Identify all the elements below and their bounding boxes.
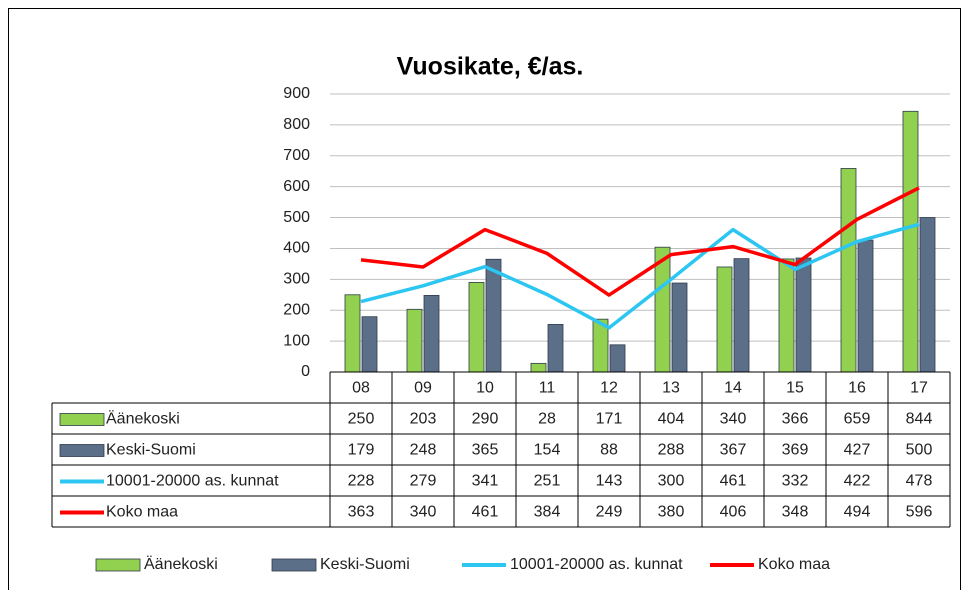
y-tick-label: 100	[283, 332, 310, 349]
table-cell: 367	[720, 442, 747, 459]
legend-key	[59, 444, 105, 457]
table-cell: 228	[348, 473, 375, 490]
bar	[733, 258, 750, 373]
bar	[530, 362, 547, 373]
table-cell: 427	[844, 442, 871, 459]
legend-label: Äänekoski	[144, 555, 218, 573]
table-cell: 404	[658, 411, 685, 428]
x-tick-label: 09	[414, 380, 432, 397]
bar	[654, 246, 671, 373]
y-tick-label: 300	[283, 271, 310, 288]
x-tick-label: 13	[662, 380, 680, 397]
table-cell: 143	[596, 473, 623, 490]
table-cell: 171	[596, 411, 623, 428]
legend-label: 10001-20000 as. kunnat	[510, 556, 683, 573]
x-tick-label: 11	[539, 380, 556, 397]
bar	[423, 294, 440, 373]
table-cell: 179	[348, 442, 375, 459]
table-cell: 366	[782, 411, 809, 428]
table-row-label: 10001-20000 as. kunnat	[106, 473, 279, 490]
bar	[778, 258, 795, 373]
table-cell: 500	[906, 442, 933, 459]
x-tick-label: 14	[724, 380, 742, 397]
table-cell: 332	[782, 473, 809, 490]
line-series	[360, 222, 920, 330]
bar	[795, 257, 812, 373]
table-cell: 422	[844, 473, 871, 490]
bar	[547, 324, 564, 373]
bar	[609, 344, 626, 373]
y-tick-label: 900	[283, 85, 310, 102]
bar	[857, 239, 874, 373]
table-cell: 659	[844, 411, 871, 428]
table-cell: 290	[472, 411, 499, 428]
bar	[840, 168, 857, 373]
table-cell: 844	[906, 411, 933, 428]
table-cell: 249	[596, 504, 623, 521]
y-tick-label: 800	[283, 116, 310, 133]
y-tick-label: 700	[283, 147, 310, 164]
table-row-label: Äänekoski	[106, 410, 180, 428]
table-cell: 380	[658, 504, 685, 521]
x-tick-label: 17	[910, 380, 928, 397]
bar	[716, 266, 733, 373]
x-tick-label: 10	[476, 380, 494, 397]
bar	[361, 316, 378, 373]
table-cell: 369	[782, 442, 809, 459]
table-cell: 596	[906, 504, 933, 521]
legend-key	[59, 413, 105, 426]
table-cell: 406	[720, 504, 747, 521]
table-cell: 461	[720, 473, 747, 490]
bar	[919, 217, 936, 373]
chart-title: Vuosikate, €/as.	[397, 53, 584, 81]
x-tick-label: 15	[786, 380, 804, 397]
table-row-label: Keski-Suomi	[106, 442, 196, 459]
table-cell: 28	[538, 411, 556, 428]
x-tick-label: 08	[352, 380, 370, 397]
legend-label: Koko maa	[758, 556, 830, 573]
bar	[485, 258, 502, 373]
table-row-label: Koko maa	[106, 504, 178, 521]
table-cell: 363	[348, 504, 375, 521]
table-cell: 494	[844, 504, 871, 521]
legend-key	[271, 558, 317, 572]
table-cell: 248	[410, 442, 437, 459]
legend-key	[95, 558, 141, 572]
frame	[8, 8, 961, 590]
bar	[468, 282, 485, 373]
bar	[671, 282, 688, 373]
x-tick-label: 12	[600, 380, 618, 397]
table-cell: 300	[658, 473, 685, 490]
table-cell: 203	[410, 411, 437, 428]
y-tick-label: 0	[301, 363, 310, 380]
y-tick-label: 200	[283, 301, 310, 318]
table-cell: 461	[472, 504, 499, 521]
table-cell: 340	[410, 504, 437, 521]
bar	[344, 294, 361, 373]
line-series	[360, 186, 920, 297]
table-cell: 288	[658, 442, 685, 459]
table-cell: 478	[906, 473, 933, 490]
table-cell: 88	[600, 442, 618, 459]
table-cell: 365	[472, 442, 499, 459]
table-cell: 250	[348, 411, 375, 428]
y-tick-label: 600	[283, 178, 310, 195]
table-cell: 251	[534, 473, 561, 490]
table-cell: 340	[720, 411, 747, 428]
x-tick-label: 16	[848, 380, 866, 397]
table-cell: 279	[410, 473, 437, 490]
table-cell: 348	[782, 504, 809, 521]
bar	[406, 308, 423, 373]
table-cell: 154	[534, 442, 561, 459]
table-cell: 341	[472, 473, 499, 490]
y-tick-label: 400	[283, 240, 310, 257]
y-tick-label: 500	[283, 209, 310, 226]
table-cell: 384	[534, 504, 561, 521]
legend-label: Keski-Suomi	[320, 556, 410, 573]
bar	[902, 110, 919, 373]
